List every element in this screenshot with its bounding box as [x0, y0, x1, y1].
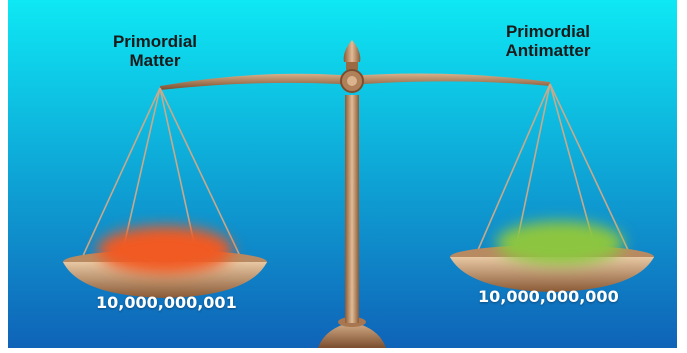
antimatter-count: 10,000,000,000 — [478, 287, 619, 306]
antimatter-label-line2: Antimatter — [505, 41, 591, 60]
matter-blob — [97, 226, 233, 274]
matter-label: Primordial Matter — [95, 32, 215, 70]
matter-label-line2: Matter — [129, 51, 181, 70]
scale-finial — [343, 40, 361, 70]
matter-label-line1: Primordial — [112, 32, 198, 51]
antimatter-label-line1: Primordial — [505, 22, 591, 41]
scale-pillar — [345, 95, 359, 323]
antimatter-blob — [496, 221, 624, 265]
matter-count: 10,000,000,001 — [96, 293, 237, 312]
antimatter-label: Primordial Antimatter — [483, 22, 613, 60]
